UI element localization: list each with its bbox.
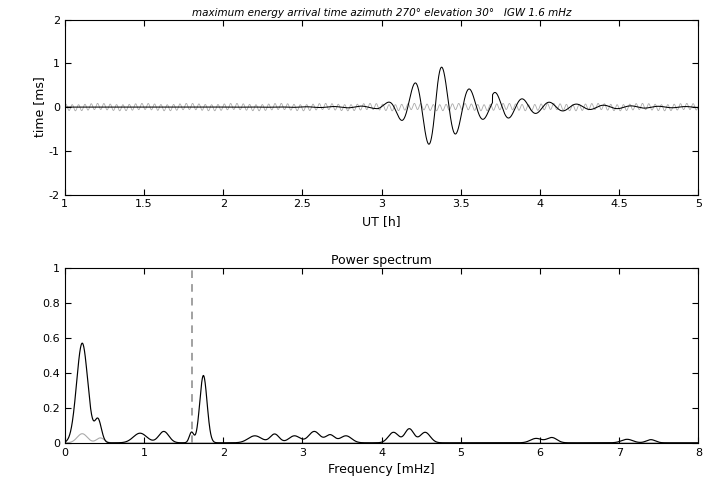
Y-axis label: time [ms]: time [ms] [33, 77, 46, 137]
Title: Power spectrum: Power spectrum [331, 254, 432, 267]
Title: maximum energy arrival time azimuth 270° elevation 30°   IGW 1.6 mHz: maximum energy arrival time azimuth 270°… [192, 7, 572, 18]
X-axis label: UT [h]: UT [h] [362, 215, 401, 228]
X-axis label: Frequency [mHz]: Frequency [mHz] [328, 463, 435, 476]
